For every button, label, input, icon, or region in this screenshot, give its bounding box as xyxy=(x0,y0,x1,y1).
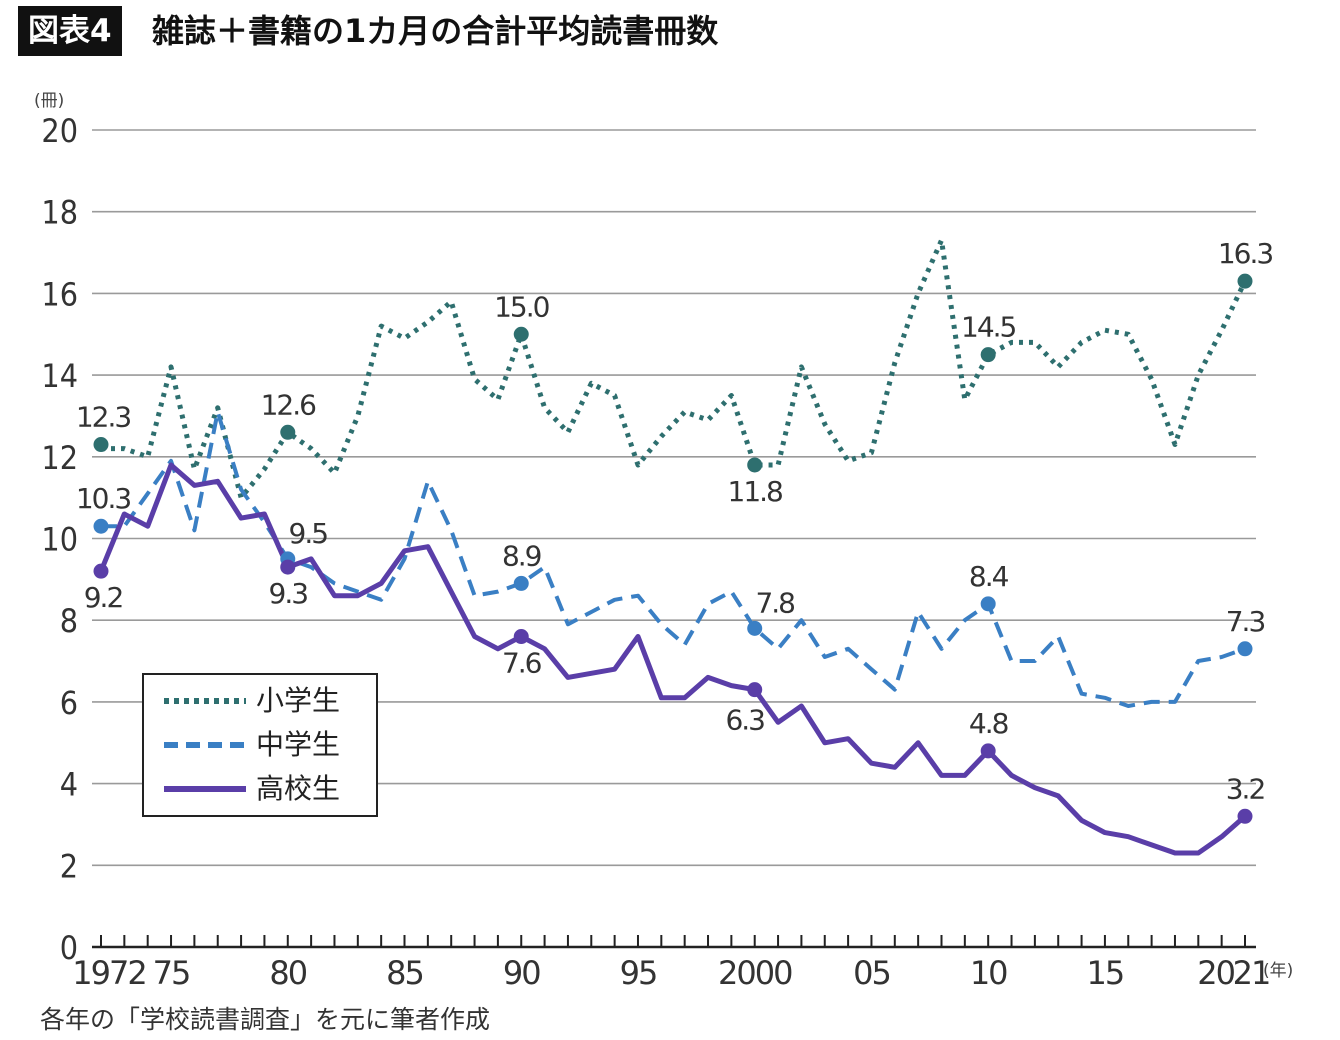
data-label: 8.9 xyxy=(502,539,541,572)
data-label: 9.2 xyxy=(84,581,123,614)
data-point-marker xyxy=(93,437,109,453)
y-tick-label: 20 xyxy=(41,112,78,150)
data-label: 10.3 xyxy=(76,482,131,515)
y-tick-label: 0 xyxy=(60,929,78,967)
series-line-dashed xyxy=(101,409,1246,708)
data-point-marker xyxy=(747,682,763,698)
legend-item-high-school: 高校生 xyxy=(144,769,376,809)
data-point-marker xyxy=(747,620,763,636)
x-tick-label: 15 xyxy=(1087,954,1124,992)
x-tick-label: 95 xyxy=(620,954,657,992)
data-point-marker xyxy=(513,326,529,342)
data-label: 15.0 xyxy=(494,290,549,323)
legend-swatch-dotted xyxy=(164,698,246,704)
data-point-marker xyxy=(747,457,763,473)
x-tick-label: 1972 xyxy=(72,954,145,992)
data-point-marker xyxy=(1237,641,1253,657)
data-label: 4.8 xyxy=(969,707,1008,740)
data-point-marker xyxy=(1237,273,1253,289)
x-tick-label: 21 xyxy=(1233,954,1270,992)
y-axis-unit: (冊) xyxy=(34,91,65,111)
y-tick-label: 2 xyxy=(60,847,78,885)
legend-swatch-solid xyxy=(164,786,246,792)
data-point-marker xyxy=(1237,808,1253,824)
x-tick-label: 10 xyxy=(970,954,1007,992)
data-point-marker xyxy=(980,596,996,612)
x-tick-label: 85 xyxy=(386,954,423,992)
data-label: 7.8 xyxy=(755,586,794,619)
legend-label: 中学生 xyxy=(256,728,341,761)
data-point-marker xyxy=(513,629,529,645)
figure-badge: 図表4 xyxy=(18,6,122,56)
y-tick-label: 10 xyxy=(41,521,78,559)
data-point-marker xyxy=(980,743,996,759)
data-point-marker xyxy=(513,575,529,591)
data-label: 3.2 xyxy=(1226,772,1265,805)
data-label: 16.3 xyxy=(1218,237,1273,270)
data-label: 9.5 xyxy=(289,517,328,550)
data-label: 7.3 xyxy=(1226,605,1265,638)
data-point-marker xyxy=(280,559,296,575)
x-axis-unit: (年) xyxy=(1263,961,1294,981)
data-label: 14.5 xyxy=(961,311,1016,344)
y-tick-label: 12 xyxy=(41,439,78,477)
y-tick-label: 18 xyxy=(41,194,78,232)
y-tick-label: 14 xyxy=(41,357,78,395)
x-tick-label: 05 xyxy=(853,954,890,992)
data-label: 12.6 xyxy=(261,388,317,421)
y-tick-label: 16 xyxy=(41,275,78,313)
data-point-marker xyxy=(93,563,109,579)
x-tick-label: 75 xyxy=(153,954,190,992)
x-tick-label: 2000 xyxy=(718,954,792,992)
legend: 小学生 中学生 高校生 xyxy=(142,673,378,817)
data-label: 11.8 xyxy=(728,475,783,508)
legend-label: 高校生 xyxy=(256,772,341,805)
data-point-marker xyxy=(280,424,296,440)
y-tick-label: 4 xyxy=(60,766,78,804)
legend-item-junior-high: 中学生 xyxy=(144,725,376,765)
data-point-marker xyxy=(980,347,996,363)
y-tick-label: 8 xyxy=(60,602,78,640)
series-line-dotted xyxy=(101,237,1248,501)
data-label: 8.4 xyxy=(969,560,1009,593)
legend-item-elementary: 小学生 xyxy=(144,681,376,721)
data-label: 9.3 xyxy=(269,577,308,610)
y-tick-label: 6 xyxy=(60,684,78,722)
x-tick-label: 90 xyxy=(503,954,540,992)
legend-swatch-dashed xyxy=(164,742,246,748)
legend-label: 小学生 xyxy=(256,684,341,717)
x-tick-label: 20 xyxy=(1197,954,1234,992)
source-note: 各年の「学校読書調査」を元に筆者作成 xyxy=(40,1005,491,1034)
data-point-marker xyxy=(93,518,109,534)
data-label: 12.3 xyxy=(76,401,131,434)
chart-title: 雑誌＋書籍の1カ月の合計平均読書冊数 xyxy=(152,12,719,50)
data-label: 6.3 xyxy=(725,704,764,737)
data-label: 7.6 xyxy=(502,647,542,680)
x-tick-label: 80 xyxy=(269,954,306,992)
